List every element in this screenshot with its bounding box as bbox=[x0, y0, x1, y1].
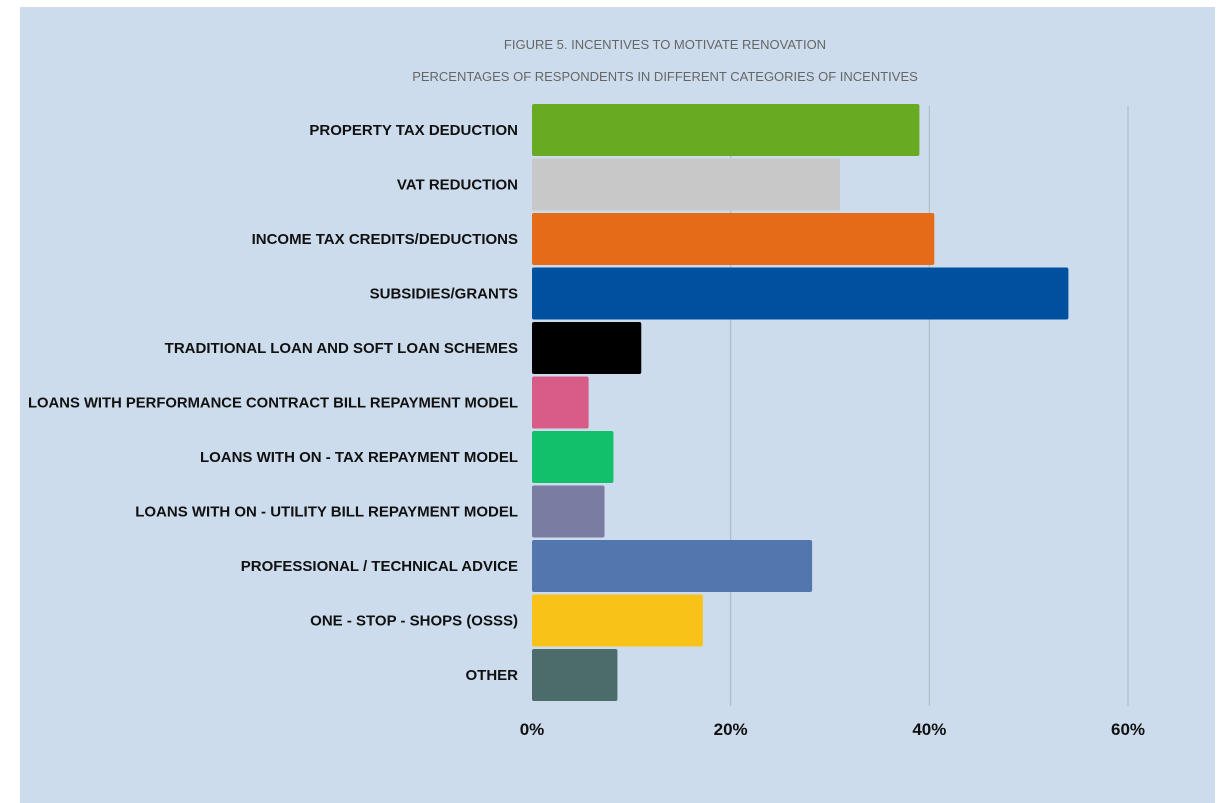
category-labels: PROPERTY TAX DEDUCTION VAT REDUCTION INCOM… bbox=[28, 122, 518, 684]
x-tick-label: 60% bbox=[1111, 720, 1145, 739]
category-label: VAT REDUCTION bbox=[397, 177, 518, 194]
x-axis-ticks: 0% 20% 40% 60% bbox=[520, 720, 1145, 739]
x-tick-label: 20% bbox=[714, 720, 748, 739]
category-label: LOANS WITH ON - TAX REPAYMENT MODEL bbox=[200, 449, 518, 466]
category-label: OTHER bbox=[466, 667, 519, 684]
category-label: PROFESSIONAL / TECHNICAL ADVICE bbox=[241, 558, 518, 575]
category-label: TRADITIONAL LOAN AND SOFT LOAN SCHEMES bbox=[165, 340, 518, 357]
bar bbox=[532, 322, 642, 374]
bar bbox=[532, 213, 935, 265]
bar bbox=[532, 649, 618, 701]
category-label: LOANS WITH ON - UTILITY BILL REPAYMENT M… bbox=[135, 504, 518, 521]
chart-subtitle: PERCENTAGES OF RESPONDENTS IN DIFFERENT … bbox=[412, 69, 918, 84]
bar bbox=[532, 594, 703, 647]
x-tick-label: 0% bbox=[520, 720, 545, 739]
x-tick-label: 40% bbox=[912, 720, 946, 739]
bar bbox=[532, 376, 589, 429]
bar bbox=[532, 267, 1069, 320]
category-label: INCOME TAX CREDITS/DEDUCTIONS bbox=[252, 231, 518, 248]
bar bbox=[532, 158, 840, 211]
bars bbox=[532, 104, 1069, 701]
category-label: ONE - STOP - SHOPS (OSSS) bbox=[310, 613, 518, 630]
chart-title: FIGURE 5. INCENTIVES TO MOTIVATE RENOVAT… bbox=[504, 37, 826, 52]
bar bbox=[532, 485, 605, 538]
category-label: PROPERTY TAX DEDUCTION bbox=[309, 122, 518, 139]
bar bbox=[532, 540, 813, 592]
bar bbox=[532, 431, 614, 483]
category-label: SUBSIDIES/GRANTS bbox=[370, 286, 518, 303]
bar bbox=[532, 104, 920, 156]
category-label: LOANS WITH PERFORMANCE CONTRACT BILL REP… bbox=[28, 395, 518, 412]
